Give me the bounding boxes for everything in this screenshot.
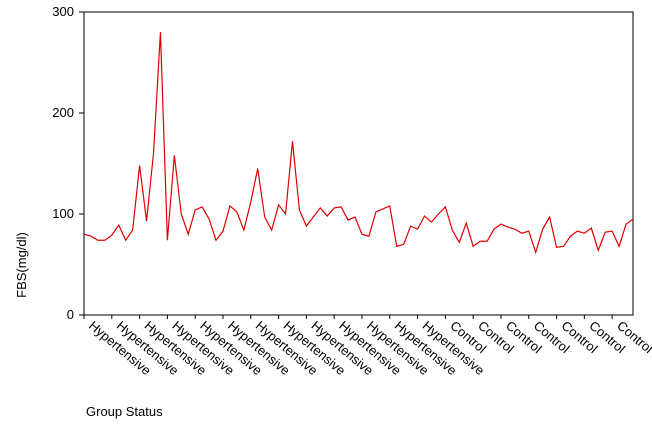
x-axis-title: Group Status xyxy=(86,404,163,419)
plot-frame xyxy=(83,11,634,316)
y-axis-title: FBS(mg/dl) xyxy=(14,232,29,298)
y-tick-label: 200 xyxy=(52,105,74,120)
y-tick-label: 100 xyxy=(52,206,74,221)
data-line xyxy=(83,32,634,255)
y-tick-label: 300 xyxy=(52,4,74,19)
y-tick-label: 0 xyxy=(67,307,74,322)
